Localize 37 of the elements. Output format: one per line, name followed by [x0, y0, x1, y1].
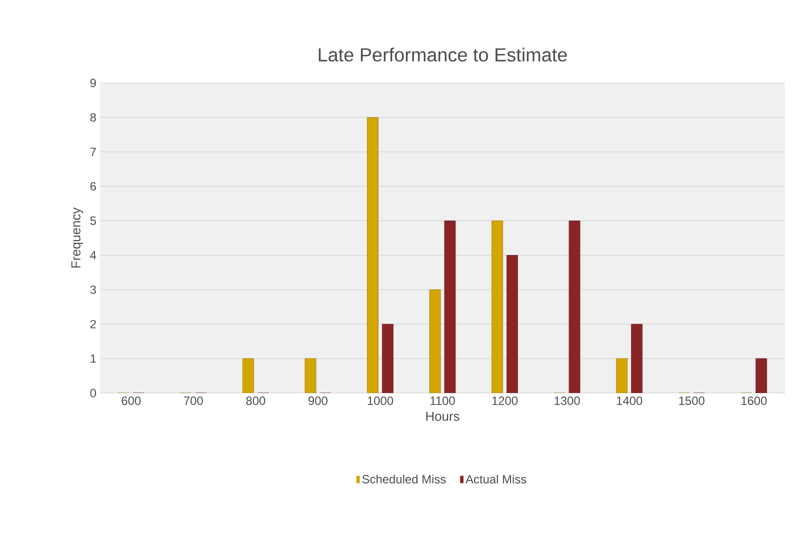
y-tick-label: 7 — [90, 148, 96, 156]
x-tick-label: 600 — [122, 396, 141, 405]
y-tick-label: 8 — [90, 113, 96, 122]
bar — [506, 255, 518, 393]
legend-label: Actual Miss — [466, 474, 526, 484]
x-tick-label: 1400 — [616, 396, 642, 405]
y-tick-label: 5 — [90, 216, 96, 225]
x-tick-label: 1300 — [554, 396, 580, 405]
y-tick-label: 4 — [90, 251, 96, 260]
y-tick-label: 2 — [90, 320, 96, 328]
x-axis-title: Hours — [426, 412, 460, 421]
y-tick-label: 0 — [90, 388, 96, 398]
bar — [382, 324, 394, 393]
bar — [616, 358, 628, 393]
bar — [492, 220, 503, 393]
y-tick-label: 1 — [90, 354, 96, 363]
y-tick-label: 9 — [90, 78, 96, 88]
y-tick-label: 6 — [90, 182, 96, 191]
bar — [444, 220, 456, 393]
bar — [568, 220, 580, 393]
chart-title: Late Performance to Estimate — [318, 48, 567, 62]
x-tick-label: 800 — [246, 396, 266, 405]
x-tick-label: 1100 — [430, 396, 455, 405]
x-tick-label: 700 — [184, 396, 203, 405]
x-tick-label: 1600 — [741, 396, 767, 405]
y-axis-title: Frequency — [71, 207, 83, 268]
legend-label: Scheduled Miss — [362, 474, 446, 484]
x-tick-label: 1500 — [679, 396, 704, 405]
bar — [429, 289, 441, 393]
bar — [367, 117, 378, 393]
bar — [631, 324, 642, 393]
y-tick-label: 3 — [90, 285, 96, 294]
x-tick-label: 900 — [308, 396, 328, 405]
bar — [756, 358, 768, 393]
x-tick-label: 1200 — [492, 396, 518, 405]
bar — [242, 358, 254, 393]
x-tick-label: 1000 — [368, 396, 394, 405]
